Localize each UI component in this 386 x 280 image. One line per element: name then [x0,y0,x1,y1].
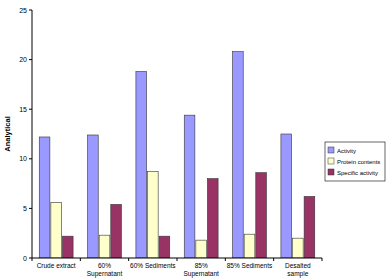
x-tick-label: 85%Supernatant [183,262,219,278]
bar [281,134,292,258]
y-tick [29,10,32,11]
y-tick-label: 20 [19,56,27,63]
bar [111,204,122,258]
x-tick-label-line: sample [287,270,308,278]
bar [99,235,110,258]
x-tick [225,258,226,261]
x-tick [322,258,323,261]
x-tick-label: Crude extract [37,262,76,269]
y-tick [29,158,32,159]
x-tick-label-line: Desalted [285,262,311,269]
legend-label: Protein contents [337,159,380,165]
legend-box [325,142,385,181]
bar [136,72,147,258]
bar [244,234,255,258]
bar [304,196,315,258]
bars [39,52,315,258]
legend-swatch [328,169,334,175]
legend-label: Specific activity [337,170,378,176]
y-tick [29,208,32,209]
bar [148,172,159,258]
legend-swatch [328,147,334,153]
x-tick-label-line: 60% [98,262,111,269]
y-tick-label: 0 [23,255,27,262]
bar [196,240,207,258]
bar [39,137,50,258]
x-tick-label: 60%Supernatant [87,262,123,278]
legend-label: Activity [337,148,356,154]
y-tick [29,59,32,60]
x-tick-label: 85% Sediments [227,262,273,269]
x-tick [177,258,178,261]
bar [184,115,195,258]
x-tick-label-line: Supernatant [183,270,219,278]
x-tick [32,258,33,261]
y-tick-label: 10 [19,155,27,162]
x-tick [80,258,81,261]
y-tick-label: 5 [23,205,27,212]
bar [233,52,244,258]
chart-root: 0510152025Crude extract60%Supernatant60%… [0,0,386,280]
legend-swatch [328,158,334,164]
x-tick [128,258,129,261]
bar [207,179,218,258]
y-axis-label: Analytical [3,116,12,151]
y-tick [29,109,32,110]
chart-svg: 0510152025Crude extract60%Supernatant60%… [0,0,386,280]
bar [51,202,62,258]
y-tick-label: 25 [19,7,27,14]
bar [256,173,267,258]
y-axis [32,10,33,258]
bar [293,238,304,258]
y-tick-label: 15 [19,106,27,113]
x-tick-label-line: Supernatant [87,270,123,278]
x-tick-label-line: 85% [195,262,208,269]
x-tick [273,258,274,261]
bar [88,135,99,258]
x-tick-label: Desaltedsample [285,262,311,278]
x-tick-label: 60% Sediments [130,262,176,269]
legend: Activity Protein contents Specific activit… [325,142,385,181]
bar [62,236,73,258]
bar [159,236,170,258]
